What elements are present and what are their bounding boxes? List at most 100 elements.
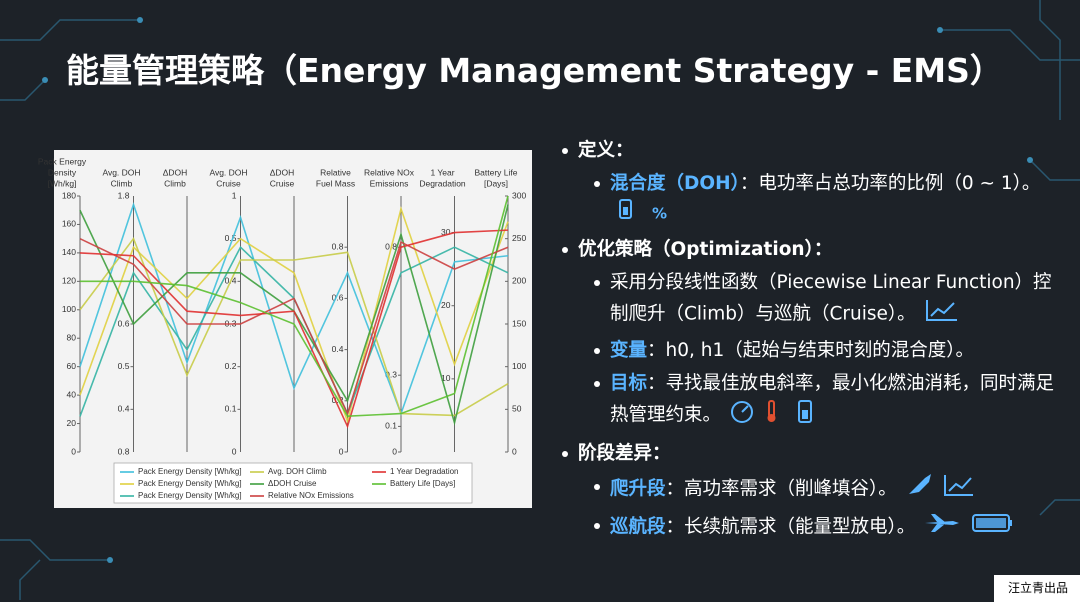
tick-label: 20: [441, 300, 451, 310]
tick-label: 0.2: [225, 361, 237, 371]
item-text: ：长续航需求（能量型放电）。: [665, 516, 916, 538]
tick-label: 160: [62, 219, 76, 229]
tick-label: 40: [67, 389, 77, 399]
bullet-item: 变量：h0, h1（起始与结束时刻的混合度）。: [560, 336, 1060, 365]
legend-label: 1 Year Degradation: [390, 467, 459, 476]
axis-title: Relative NOx: [364, 167, 415, 177]
item-text: ：电功率占总功率的比例（0 ~ 1）。: [739, 173, 1041, 194]
series-line: [79, 237, 509, 416]
bullet-item: 爬升段：高功率需求（削峰填谷）。: [560, 472, 1060, 507]
tick-label: 0.4: [332, 344, 344, 354]
tick-label: 10: [441, 373, 451, 383]
tick-label: 100: [512, 361, 526, 371]
axis-title: Cruise: [270, 178, 295, 188]
tick-label: 0.4: [118, 404, 130, 414]
tick-label: 0.8: [332, 241, 344, 251]
axis-title: [Wh/kg]: [48, 178, 77, 188]
legend-label: Pack Energy Density [Wh/kg]: [138, 467, 242, 476]
axis-title: Battery Life: [475, 167, 518, 177]
axis-title: Density: [48, 167, 77, 177]
axis-title: Emissions: [370, 178, 409, 188]
icon: [923, 511, 1015, 544]
tick-label: 180: [62, 190, 76, 200]
axis-end-label: 0.8: [118, 446, 130, 456]
section-heading: 优化策略（Optimization）：: [560, 235, 1060, 264]
axis-title: Avg. DOH: [209, 167, 247, 177]
tick-label: 0: [392, 446, 397, 456]
tick-label: 0.6: [332, 293, 344, 303]
axis-end-label: 1.8: [118, 190, 130, 200]
tick-label: 20: [67, 418, 77, 428]
item-text: ：寻找最佳放电斜率，最小化燃油消耗，同时满足热管理约束。: [610, 373, 1055, 426]
legend-label: Relative NOx Emissions: [268, 491, 354, 500]
slide-title: 能量管理策略（Energy Management Strategy - EMS）: [66, 51, 1003, 90]
legend-label: Avg. DOH Climb: [268, 467, 327, 476]
legend-label: Pack Energy Density [Wh/kg]: [138, 491, 242, 500]
tick-label: 0.5: [225, 233, 237, 243]
axis-end-label: 0: [232, 446, 237, 456]
axis-end-label: 1: [232, 190, 237, 200]
bullet-item: 巡航段：长续航需求（能量型放电）。: [560, 511, 1060, 544]
icon: [618, 198, 652, 229]
bullet-item: 目标：寻找最佳放电斜率，最小化燃油消耗，同时满足热管理约束。: [560, 369, 1060, 433]
series-line: [79, 229, 509, 429]
tick-label: 0: [512, 446, 517, 456]
item-text: ：h0, h1（起始与结束时刻的混合度）。: [647, 340, 975, 361]
tick-label: 200: [512, 276, 526, 286]
axis-title: Degradation: [419, 178, 466, 188]
legend-label: Battery Life [Days]: [390, 479, 455, 488]
item-label: 变量: [610, 340, 648, 361]
section-heading: 阶段差异：: [560, 439, 1060, 468]
legend-label: ΔDOH Cruise: [268, 479, 317, 488]
tick-label: 250: [512, 233, 526, 243]
tick-label: 0.1: [385, 421, 397, 431]
footer: 汪立青出品: [993, 575, 1080, 602]
legend-label: Pack Energy Density [Wh/kg]: [138, 479, 242, 488]
item-label: 爬升段: [610, 478, 666, 500]
axis-title: Pack Energy: [38, 156, 87, 166]
axis-title: [Days]: [484, 178, 508, 188]
tick-label: 120: [62, 276, 76, 286]
tick-label: 0.3: [385, 369, 397, 379]
icon: [924, 297, 960, 332]
item-text: ：高功率需求（削峰填谷）。: [665, 478, 897, 500]
tick-label: 100: [62, 304, 76, 314]
tick-label: 50: [512, 404, 522, 414]
legend-box: [113, 462, 473, 504]
axis-title: Cruise: [216, 178, 241, 188]
tick-label: 0.1: [225, 404, 237, 414]
section-heading: 定义：: [560, 136, 1060, 165]
series-line: [80, 195, 509, 417]
axis-title: ΔDOH: [163, 167, 188, 177]
axis-title: Climb: [164, 178, 186, 188]
tick-label: 0: [71, 446, 76, 456]
tick-label: 30: [441, 227, 451, 237]
item-label: 巡航段: [610, 516, 666, 538]
item-label: 混合度（DOH）: [610, 173, 740, 194]
tick-label: 60: [67, 361, 77, 371]
icon: [729, 398, 821, 433]
tick-label: 0.5: [118, 361, 130, 371]
item-text: 采用分段线性函数（Piecewise Linear Function）控制爬升（…: [610, 272, 1052, 325]
icon: [905, 472, 975, 507]
tick-label: 300: [512, 190, 526, 200]
axis-title: Relative: [320, 167, 351, 177]
tick-label: 0.6: [118, 318, 130, 328]
axis-title: 1 Year: [430, 167, 454, 177]
bullet-list: 定义： 混合度（DOH）：电功率占总功率的比例（0 ~ 1）。% 优化策略（Opti…: [560, 130, 1060, 544]
icon-text: %: [652, 204, 668, 223]
tick-label: 140: [62, 247, 76, 257]
bullet-item: 采用分段线性函数（Piecewise Linear Function）控制爬升（…: [560, 268, 1060, 332]
item-label: 目标: [610, 373, 648, 394]
tick-label: 0: [339, 446, 344, 456]
axis-title: Avg. DOH: [102, 167, 140, 177]
tick-label: 80: [67, 332, 77, 342]
axis-title: Fuel Mass: [316, 178, 355, 188]
bullet-item: 混合度（DOH）：电功率占总功率的比例（0 ~ 1）。%: [560, 169, 1060, 229]
series-line: [79, 205, 509, 425]
axis-title: ΔDOH: [270, 167, 295, 177]
tick-label: 150: [512, 318, 526, 328]
